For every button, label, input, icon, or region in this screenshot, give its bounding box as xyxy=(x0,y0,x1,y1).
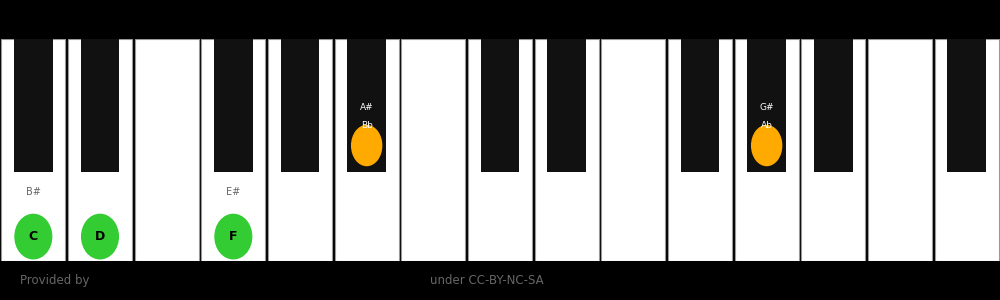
Bar xyxy=(268,39,332,261)
Bar xyxy=(535,39,599,261)
Bar xyxy=(814,39,853,172)
Bar xyxy=(401,39,465,261)
Bar xyxy=(335,39,399,261)
Text: Provided by: Provided by xyxy=(20,274,90,287)
Bar xyxy=(135,39,199,261)
Text: Ab: Ab xyxy=(761,121,773,130)
Ellipse shape xyxy=(752,126,782,166)
Text: G#: G# xyxy=(759,103,774,112)
Ellipse shape xyxy=(15,214,52,259)
Bar xyxy=(201,39,265,261)
Text: E#: E# xyxy=(226,187,240,197)
Bar xyxy=(547,39,586,172)
Bar xyxy=(668,39,732,261)
Bar xyxy=(347,39,386,172)
Text: F: F xyxy=(229,230,238,243)
Bar xyxy=(935,39,999,261)
Bar xyxy=(81,39,119,172)
Text: D: D xyxy=(95,230,105,243)
Bar xyxy=(68,39,132,261)
Ellipse shape xyxy=(82,214,118,259)
Bar xyxy=(681,39,719,172)
Bar xyxy=(801,39,865,261)
Bar xyxy=(947,39,986,172)
Bar xyxy=(747,39,786,172)
Ellipse shape xyxy=(352,126,382,166)
Ellipse shape xyxy=(215,214,252,259)
Bar xyxy=(481,39,519,172)
Bar xyxy=(281,39,319,172)
Text: A#: A# xyxy=(360,103,373,112)
Bar xyxy=(868,39,932,261)
Bar xyxy=(214,39,253,172)
Text: under CC-BY-NC-SA: under CC-BY-NC-SA xyxy=(430,274,544,287)
Text: C: C xyxy=(29,230,38,243)
Text: B#: B# xyxy=(26,187,41,197)
Bar xyxy=(1,39,65,261)
Bar xyxy=(14,39,53,172)
Text: Bb: Bb xyxy=(361,121,373,130)
Bar xyxy=(468,39,532,261)
Bar xyxy=(601,39,665,261)
Bar xyxy=(735,39,799,261)
